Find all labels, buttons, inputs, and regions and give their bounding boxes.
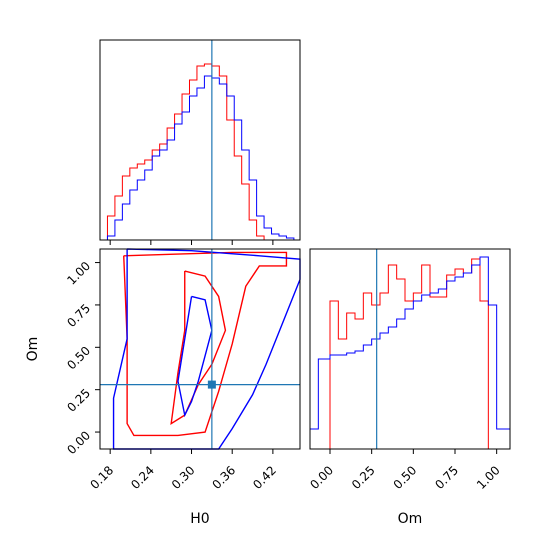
h0-marginal-panel: [99, 39, 301, 245]
h0-x-tick-label: 0.24: [128, 463, 157, 492]
om-x-tick-label: 1.00: [474, 463, 503, 492]
om-x-tick-label: 0.50: [391, 463, 420, 492]
om-y-tick-label: 0.75: [64, 301, 93, 330]
contour-3: [177, 295, 213, 418]
om-hist-series-0: [329, 258, 497, 450]
h0-x-tick-label: 0.36: [210, 463, 239, 492]
om-y-tick-label: 0.50: [64, 344, 93, 373]
h0-marginal-frame: [99, 39, 301, 241]
truth-marker: [207, 380, 216, 389]
om-marginal-frame: [309, 248, 511, 450]
h0-x-tick-label: 0.42: [250, 463, 279, 492]
h0-om-contour-panel: 0.18 0.24 0.30 0.36 0.42 0.00 0.25 0.50 0.75 1.00: [64, 248, 301, 492]
om-x-tick-label: 0.75: [432, 463, 461, 492]
h0-x-tick-label: 0.18: [87, 463, 116, 492]
h0-hist-series-0: [100, 63, 300, 241]
om-x-tick-label: 0.25: [349, 463, 378, 492]
om-y-tick-label: 0.25: [64, 386, 93, 415]
x-axis-title-om: Om: [398, 511, 423, 527]
contour-frame: [99, 248, 301, 450]
contour-0: [123, 251, 288, 437]
om-y-tick-label: 1.00: [64, 259, 93, 288]
y-axis-title-om: Om: [25, 337, 41, 362]
h0-x-tick-label: 0.30: [169, 463, 198, 492]
x-axis-title-h0: H0: [190, 511, 209, 527]
contour-1: [112, 248, 301, 450]
om-hist-series-1: [309, 256, 511, 449]
om-y-tick-label: 0.00: [64, 428, 93, 457]
om-x-tick-label: 0.00: [307, 463, 336, 492]
contour-2: [170, 270, 227, 425]
h0-hist-series-1: [100, 75, 300, 241]
om-marginal-panel: 0.00 0.25 0.50 0.75 1.00: [307, 248, 511, 492]
